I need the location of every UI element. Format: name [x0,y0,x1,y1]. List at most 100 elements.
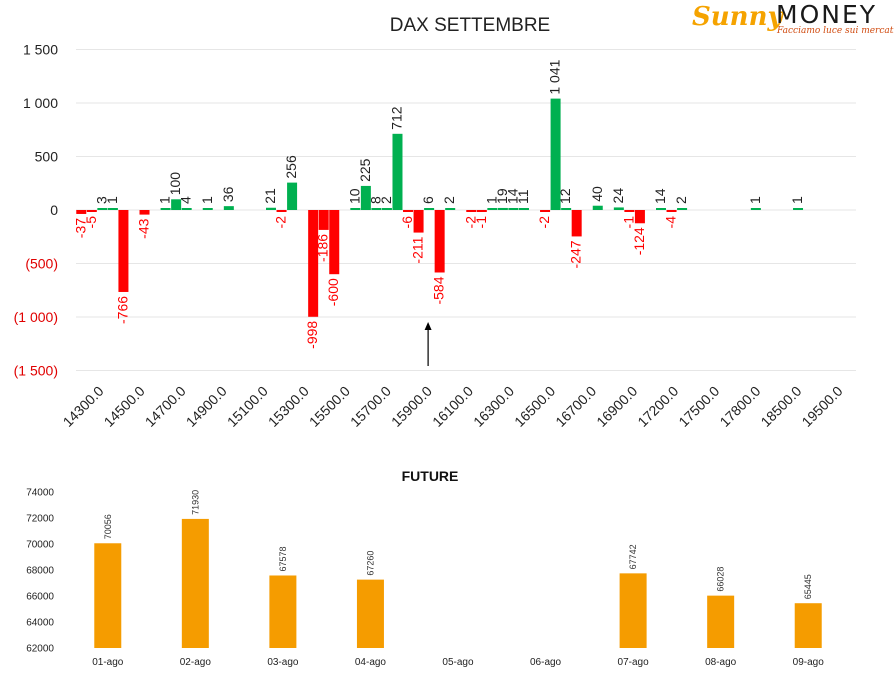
bar-data-label: 2 [378,196,394,204]
y-tick-label: 500 [35,149,59,165]
data-labels: 70056 71930 67578 67260 67742 66028 65445 [103,490,813,599]
y-tick-label: (1 000) [14,309,58,325]
bar-data-label: 67578 [278,546,288,571]
bar [97,208,108,210]
logo-tagline: Facciamo luce sui mercati [777,26,894,36]
bar [287,182,298,210]
bar [550,98,561,210]
bar [329,210,340,275]
bar [76,210,87,214]
y-tick-label: 68000 [26,566,54,577]
bar-data-label: -6 [399,216,415,229]
bar-data-label: -5 [83,216,99,229]
bar-data-label: 712 [388,106,404,130]
bar-data-label: 67260 [365,551,375,576]
y-tick-label: 72000 [26,514,54,525]
x-tick-label: 17200.0 [634,383,681,430]
bar [94,543,122,648]
bars [94,518,822,648]
bar [403,210,414,212]
y-tick-label: 62000 [26,644,54,655]
bar-data-label: 1 [747,196,763,204]
x-tick-label: 17500.0 [675,383,722,430]
x-tick-label: 16700.0 [552,383,599,430]
bar-data-label: -211 [410,236,426,263]
bar-data-label: -600 [325,278,341,306]
sunny-money-logo: Sunny MONEY Facciamo luce sui mercati [690,0,894,38]
bars [76,98,804,317]
bar [413,210,424,233]
logo-brand-sunny: Sunny [692,2,783,32]
chart-title-future: FUTURE [402,468,459,484]
bar-data-label: 2 [441,196,457,204]
bar-data-label: -37 [72,218,88,238]
bar-data-label: 12 [557,188,573,204]
bar-data-label: 19 [494,188,510,204]
bar-data-label: 100 [167,172,183,196]
bar-data-label: -766 [114,296,130,324]
x-tick-label: 07-ago [618,657,650,668]
bar-data-label: 1 [199,196,215,204]
bar-data-label: 225 [357,158,373,182]
x-tick-label: 03-ago [267,657,299,668]
x-tick-label: 15100.0 [224,383,271,430]
bar [794,603,822,648]
bar [656,208,666,210]
bar [634,210,645,224]
bar [118,210,129,292]
bar [356,579,384,648]
bar [750,208,761,210]
bar-data-label: 1 [483,196,499,204]
bar-data-label: 36 [220,186,236,202]
x-tick-label: 01-ago [92,657,124,668]
bar [202,208,213,210]
x-tick-label: 15300.0 [265,383,312,430]
bar-data-label: -247 [568,240,584,268]
bar-data-label: -1 [620,216,636,229]
y-tick-label: 64000 [26,618,54,629]
bar-data-label: 66028 [716,567,726,592]
x-tick-label: 15900.0 [388,383,435,430]
logo-brand-money: MONEY [776,0,878,29]
bar [466,210,477,212]
bar-data-label: 71930 [190,490,200,515]
x-axis-ticks: 14300.014500.014700.014900.015100.015300… [60,383,846,430]
bar-data-label: 14 [652,188,668,204]
bar [497,207,508,210]
bar [624,210,635,212]
x-tick-label: 08-ago [705,657,737,668]
bar [793,208,804,210]
bar [266,207,276,210]
bar-data-label: -584 [431,276,447,304]
future-chart: FUTURE 74000 72000 70000 68000 66000 64000 620… [26,468,824,668]
bar [276,210,287,212]
bar [269,575,297,648]
y-axis-ticks: 74000 72000 70000 68000 66000 64000 62000 [26,488,54,655]
x-tick-label: 16300.0 [470,383,517,430]
bar [445,208,456,210]
bar [540,210,551,212]
bar [571,210,582,237]
bar [171,199,182,210]
bar-data-label: 2 [673,196,689,204]
x-tick-label: 14300.0 [60,383,107,430]
bar-data-label: -2 [273,216,289,229]
x-tick-label: 04-ago [355,657,387,668]
y-tick-label: 1 500 [23,42,58,58]
bar [107,208,118,210]
y-tick-label: (1 500) [14,363,58,379]
bar-data-label: 65445 [803,574,813,599]
bar [619,573,647,648]
bar [318,210,329,230]
x-tick-label: 16500.0 [511,383,558,430]
x-tick-label: 15700.0 [347,383,394,430]
y-tick-label: 0 [50,202,58,218]
x-tick-label: 02-ago [180,657,212,668]
bar-data-label: 24 [610,188,626,204]
x-tick-label: 17800.0 [716,383,763,430]
bar [350,208,361,210]
bar [392,133,403,210]
y-axis-ticks: 1 500 1 000 500 0 (500) (1 000) (1 500) [14,42,59,379]
bar-data-label: 8 [367,196,383,204]
y-tick-label: (500) [25,256,58,272]
